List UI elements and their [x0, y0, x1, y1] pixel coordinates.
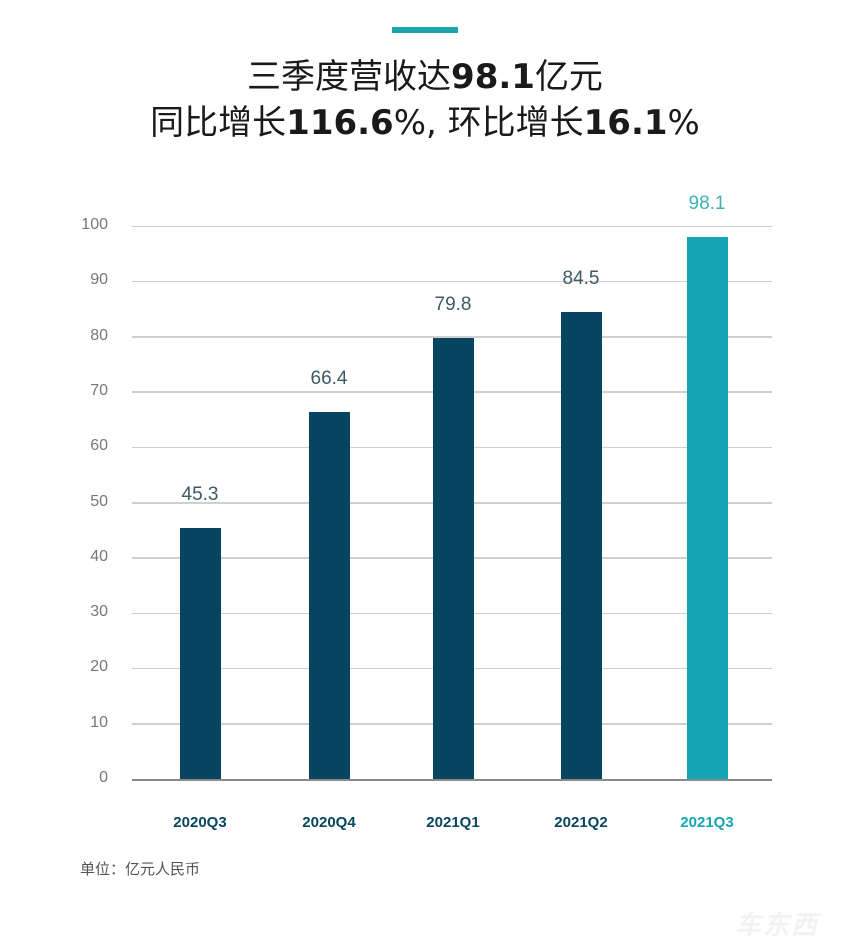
qoq-value: 16.1	[583, 103, 668, 143]
x-category-label: 2020Q3	[173, 814, 227, 831]
y-tick-label: 60	[90, 437, 108, 455]
x-category-label: 2020Q4	[302, 814, 356, 831]
title-revenue-value: 98.1	[451, 57, 535, 97]
watermark-logo: 车东西	[735, 911, 820, 941]
bar-value-label: 66.4	[310, 367, 348, 389]
bar-value-label: 84.5	[562, 267, 600, 289]
bar-value-label: 79.8	[434, 293, 472, 315]
y-tick-label: 80	[90, 326, 108, 344]
gridline	[132, 778, 772, 781]
x-category-label: 2021Q1	[426, 814, 480, 831]
qoq-label: %, 环比增长	[393, 103, 584, 143]
unit-note: 单位：亿元人民币	[80, 860, 201, 878]
bar-value-label: 45.3	[181, 484, 219, 506]
gridline	[132, 280, 772, 283]
yoy-label: 同比增长	[150, 103, 287, 143]
title-unit: 亿元	[534, 57, 603, 97]
percent-sign: %	[667, 103, 700, 143]
y-tick-label: 50	[90, 492, 108, 510]
y-tick-label: 20	[90, 658, 108, 676]
y-tick-label: 30	[90, 603, 108, 621]
gridline	[132, 225, 772, 227]
y-tick-label: 70	[90, 381, 108, 399]
y-tick-label: 90	[90, 271, 108, 289]
title-text: 三季度营收达	[247, 57, 452, 97]
x-category-label: 2021Q3	[680, 814, 734, 831]
bar-2020Q3	[180, 528, 221, 779]
y-tick-label: 40	[90, 547, 108, 565]
chart-title-line-2: 同比增长116.6%, 环比增长16.1%	[0, 101, 850, 145]
y-tick-label: 0	[99, 769, 108, 786]
bar-2021Q2	[561, 311, 602, 779]
yoy-value: 116.6	[286, 103, 394, 143]
bar-2021Q1	[433, 337, 474, 779]
y-tick-label: 10	[90, 713, 108, 731]
chart-title-line-1: 三季度营收达98.1亿元	[0, 55, 850, 99]
bar-2020Q4	[309, 411, 350, 779]
title-accent-bar	[392, 27, 458, 33]
x-category-label: 2021Q2	[554, 814, 608, 831]
y-tick-label: 100	[81, 216, 108, 233]
bar-2021Q3	[687, 236, 728, 779]
bar-value-label: 98.1	[688, 192, 726, 214]
gridline	[132, 336, 772, 338]
